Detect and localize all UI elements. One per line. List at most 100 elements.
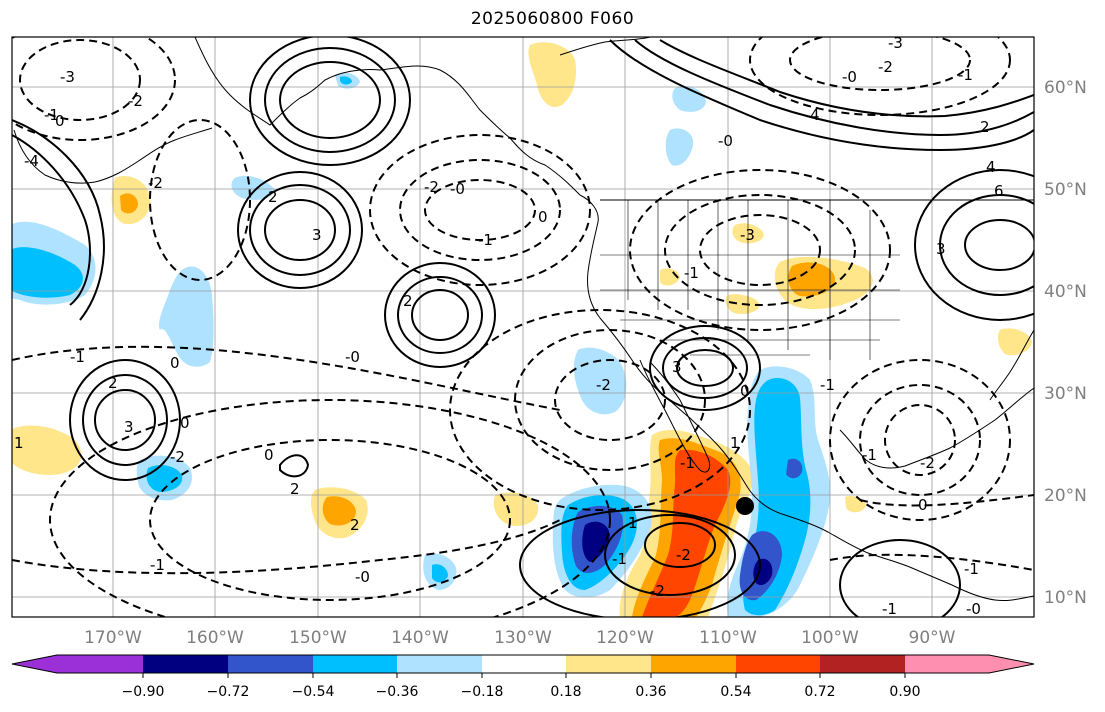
colorbar-segment — [566, 655, 651, 673]
lon-label: 160°W — [186, 628, 244, 648]
clabel: 2 — [403, 292, 413, 310]
clabel: 0 — [180, 414, 190, 432]
clabel: 0 — [538, 208, 548, 226]
clabel: -2 — [920, 454, 935, 472]
clabel: 3 — [672, 358, 682, 376]
lat-label: 40°N — [1044, 282, 1087, 302]
shade-pos-5 — [788, 262, 836, 297]
colorbar: −0.90 −0.72 −0.54 −0.36 −0.18 0.18 0.36 … — [11, 654, 1035, 700]
clabel: 0 — [740, 382, 750, 400]
colorbar-tick-label: −0.90 — [122, 684, 165, 700]
latitude-labels: 60°N 50°N 40°N 30°N 20°N 10°N — [1044, 78, 1087, 608]
clabel: 2 — [290, 480, 300, 498]
shade-neg-9 — [786, 458, 803, 479]
colorbar-tick-label: 0.72 — [804, 684, 835, 700]
clabel: -1 — [958, 66, 973, 84]
lon-label: 140°W — [391, 628, 449, 648]
lat-label: 60°N — [1044, 78, 1087, 98]
lat-label: 10°N — [1044, 588, 1087, 608]
map-frame — [11, 36, 1035, 618]
longitude-labels: 170°W 160°W 150°W 140°W 130°W 120°W 110°… — [84, 628, 956, 648]
colorbar-segment — [143, 655, 228, 673]
clabel: -1 — [612, 550, 627, 568]
clabel: -2 — [878, 58, 893, 76]
colorbar-segment — [820, 655, 905, 673]
clabel: -1 — [882, 600, 897, 618]
colorbar-segment — [905, 655, 989, 673]
map-title: 2025060800 F060 — [470, 9, 635, 29]
lon-label: 150°W — [289, 628, 347, 648]
lat-label: 30°N — [1044, 384, 1087, 404]
clabel: 0 — [170, 354, 180, 372]
clabel: -2 — [170, 448, 185, 466]
colorbar-segment — [651, 655, 736, 673]
clabel: -2 — [676, 546, 691, 564]
clabel: -1 — [684, 264, 699, 282]
colorbar-segment — [228, 655, 313, 673]
clabel: -2 — [148, 174, 163, 192]
clabel: 3 — [124, 418, 134, 436]
lon-label: 90°W — [909, 628, 956, 648]
lat-label: 20°N — [1044, 486, 1087, 506]
clabel: -1 — [150, 556, 165, 574]
shade-pos-16 — [660, 268, 680, 286]
shade-neg-17 — [432, 564, 448, 583]
shade-neg-11 — [12, 247, 83, 298]
clabel: -2 — [596, 376, 611, 394]
clabel: -0 — [842, 68, 857, 86]
clabel: 2 — [980, 118, 990, 136]
clabel: -0 — [966, 600, 981, 618]
clabel: -1 — [862, 446, 877, 464]
clabel: -4 — [24, 152, 39, 170]
clabel: -2 — [650, 582, 665, 600]
clabel: 0 — [918, 496, 928, 514]
shade-neg-19 — [665, 128, 694, 166]
shade-neg-8 — [753, 558, 773, 586]
clabel: -3 — [60, 68, 75, 86]
coastlines — [13, 37, 1034, 601]
colorbar-segment — [482, 655, 566, 673]
lon-label: 100°W — [801, 628, 859, 648]
colorbar-tick-label: −0.72 — [207, 684, 250, 700]
clabel: -3 — [740, 226, 755, 244]
clabel: -3 — [888, 34, 903, 52]
colorbar-tick-label: −0.54 — [292, 684, 335, 700]
colorbar-extend-high — [989, 655, 1034, 673]
shade-neg-15 — [146, 465, 183, 492]
shade-pos-9 — [120, 193, 138, 214]
clabel: 1 — [14, 434, 24, 452]
colorbar-segment — [397, 655, 482, 673]
lon-label: 120°W — [596, 628, 654, 648]
clabel: -1 — [70, 348, 85, 366]
shade-pos-7 — [322, 496, 356, 526]
clabel: -1 — [478, 231, 493, 249]
colorbar-extend-low — [12, 655, 57, 673]
colorbar-tick-label: 0.36 — [635, 684, 666, 700]
clabel: -1 — [820, 376, 835, 394]
clabel: 1 — [628, 514, 638, 532]
clabel: 1 — [730, 434, 740, 452]
colorbar-outline — [11, 654, 1035, 674]
colorbar-tick-label: −0.36 — [376, 684, 419, 700]
clabel: -1 — [680, 454, 695, 472]
shade-neg-22 — [340, 76, 352, 85]
colorbar-tick-label: −0.18 — [461, 684, 504, 700]
colorbar-tick-label: 0.54 — [720, 684, 751, 700]
clabel: -1 — [44, 106, 59, 124]
clabel: -0 — [355, 568, 370, 586]
colorbar-segment — [736, 655, 820, 673]
clabel: 2 — [268, 188, 278, 206]
colorbar-segment — [57, 655, 143, 673]
clabel: -0 — [345, 348, 360, 366]
solid-contours — [12, 37, 1034, 617]
clabel: 0 — [55, 112, 65, 130]
lon-label: 170°W — [84, 628, 142, 648]
shade-pos-10 — [528, 42, 577, 108]
dashed-contours — [12, 37, 1034, 617]
clabel: 3 — [312, 226, 322, 244]
clabel: 2 — [108, 374, 118, 392]
lon-label: 130°W — [494, 628, 552, 648]
clabel: -0 — [718, 132, 733, 150]
clabel: 3 — [936, 240, 946, 258]
